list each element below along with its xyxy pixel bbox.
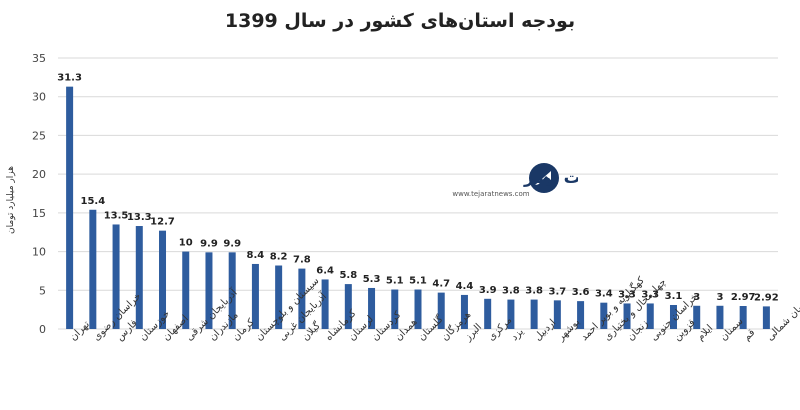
bar — [716, 305, 724, 329]
bar — [135, 226, 143, 329]
bar — [414, 289, 422, 329]
bar — [623, 303, 631, 329]
bar — [89, 209, 97, 329]
data-labels: 31.3 15.4 13.513.312.7 10 9.9 9.9 8.4 8.2 7.8 6.4… — [57, 73, 778, 304]
data-label: 3.9 — [479, 285, 497, 296]
bar — [251, 263, 259, 329]
y-tick-label: 20 — [32, 168, 46, 181]
bar — [530, 299, 538, 329]
y-tick-label: 30 — [32, 91, 46, 104]
y-tick-label: 10 — [32, 246, 46, 259]
tejaratnews-logo: تجارت نیوز www.tejaratnews.com — [418, 158, 616, 202]
data-label: 5.1 — [386, 276, 404, 287]
logo-brand-text: تجارت نیوز — [523, 168, 578, 188]
data-label: 3.3 — [641, 289, 659, 300]
data-label: 3.3 — [618, 289, 636, 300]
bar — [391, 289, 399, 329]
bar — [762, 306, 770, 329]
y-tick-label: 15 — [32, 207, 46, 220]
bar — [507, 299, 515, 329]
bar — [693, 305, 701, 329]
data-label: 3.4 — [595, 289, 613, 300]
bar — [205, 252, 213, 329]
bar — [484, 298, 492, 329]
y-tick-label: 35 — [32, 52, 46, 65]
data-label: 4.4 — [456, 281, 474, 292]
bar — [368, 287, 376, 329]
y-tick-label: 25 — [32, 129, 46, 142]
data-label: 2.92 — [754, 292, 779, 303]
data-label: 4.7 — [432, 279, 450, 290]
bar — [437, 292, 445, 329]
bar — [739, 306, 747, 329]
bar — [298, 268, 306, 329]
bar — [669, 304, 677, 329]
bar — [321, 279, 329, 329]
data-label: 5.8 — [339, 270, 357, 281]
data-label: 12.7 — [150, 217, 175, 228]
data-label: 10 — [179, 238, 193, 249]
data-label: 3.1 — [665, 291, 683, 302]
bars — [66, 86, 770, 329]
data-label: 8.2 — [270, 252, 288, 263]
data-label: 6.4 — [316, 265, 334, 276]
data-label: 9.9 — [200, 238, 218, 249]
data-label: 3 — [693, 292, 700, 303]
bar — [344, 284, 352, 329]
chart-title: بودجه استان‌های کشور در سال 1399 — [224, 10, 576, 32]
data-label: 3.6 — [572, 287, 590, 298]
bar — [553, 300, 561, 329]
data-label: 3 — [716, 292, 723, 303]
bar — [112, 224, 120, 329]
gridlines — [58, 57, 778, 330]
bar — [182, 251, 190, 329]
data-label: 2.97 — [731, 292, 756, 303]
data-label: 8.4 — [247, 250, 265, 261]
data-label: 3.8 — [502, 286, 520, 297]
bar — [460, 294, 468, 329]
data-label: 5.3 — [363, 274, 381, 285]
x-tick-label: قم — [742, 327, 758, 343]
bar — [600, 302, 608, 329]
y-axis-ticks: 0 5 10 15 20 25 30 35 — [32, 52, 46, 336]
data-label: 5.1 — [409, 276, 427, 287]
logo-url-text: www.tejaratnews.com — [452, 190, 529, 198]
data-label: 9.9 — [223, 238, 241, 249]
data-label: 15.4 — [80, 196, 105, 207]
bar — [159, 230, 167, 329]
bar — [66, 86, 74, 329]
y-tick-label: 5 — [39, 284, 46, 297]
bar — [577, 301, 585, 329]
data-label: 3.8 — [525, 286, 543, 297]
data-label: 3.7 — [548, 286, 566, 297]
y-tick-label: 0 — [39, 323, 46, 336]
data-label: 13.5 — [104, 210, 129, 221]
bar — [646, 303, 654, 329]
logo-arrow-icon — [535, 171, 551, 185]
bar — [275, 265, 283, 329]
data-label: 7.8 — [293, 255, 311, 266]
data-label: 31.3 — [57, 73, 82, 84]
data-label: 13.3 — [127, 212, 152, 223]
y-axis-label: هزار میلیارد تومان — [6, 166, 16, 234]
bar — [228, 252, 236, 329]
